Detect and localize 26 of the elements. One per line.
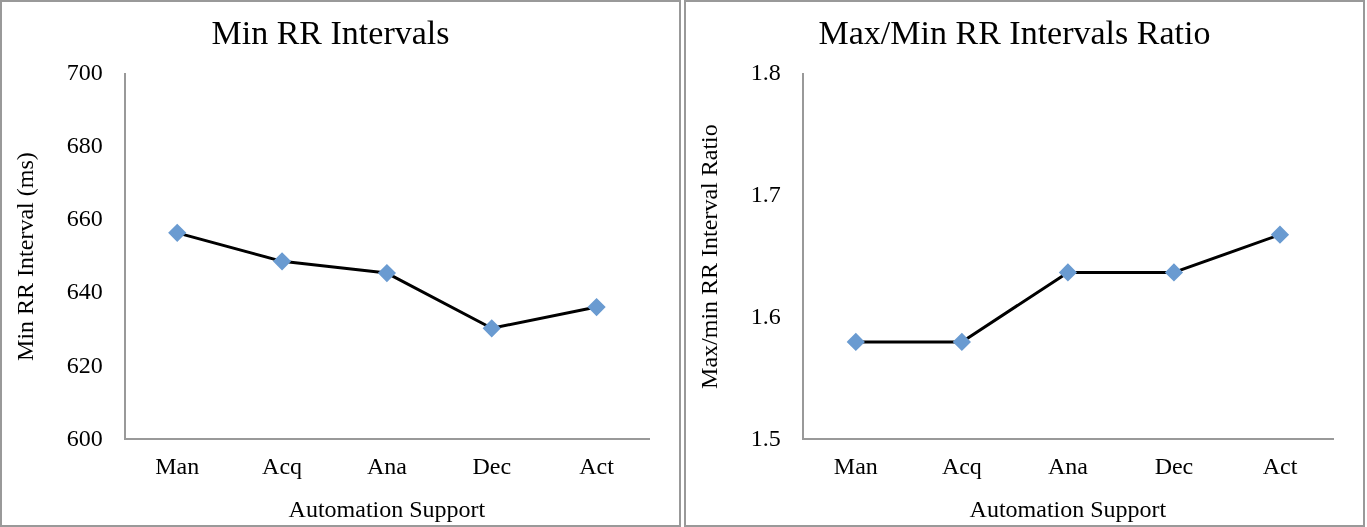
y-tick-label: 1.5 bbox=[750, 424, 781, 451]
x-tick-label: Ana bbox=[1047, 453, 1089, 480]
y-tick-label: 600 bbox=[66, 424, 103, 451]
x-tick-label: Man bbox=[833, 453, 878, 480]
y-tick-label: 640 bbox=[66, 278, 103, 305]
y-tick-label: 680 bbox=[66, 132, 103, 159]
chart-title: Max/Min RR Intervals Ratio bbox=[818, 14, 1211, 52]
x-tick-label: Man bbox=[155, 453, 200, 480]
y-tick-label: 1.6 bbox=[750, 302, 781, 329]
y-axis-title: Max/min RR Interval Ratio bbox=[695, 124, 722, 389]
x-tick-label: Ana bbox=[366, 453, 408, 480]
x-tick-label: Acq bbox=[262, 453, 303, 480]
x-tick-label: Dec bbox=[472, 453, 512, 480]
x-tick-label: Dec bbox=[1154, 453, 1194, 480]
y-tick-label: 1.7 bbox=[750, 180, 781, 207]
x-tick-label: Acq bbox=[941, 453, 982, 480]
x-axis-title: Automation Support bbox=[288, 495, 486, 522]
y-tick-label: 660 bbox=[66, 205, 103, 232]
chart-title: Min RR Intervals bbox=[211, 14, 450, 52]
x-axis-title: Automation Support bbox=[969, 495, 1167, 522]
y-tick-label: 1.8 bbox=[750, 59, 781, 86]
y-axis-title: Min RR Interval (ms) bbox=[11, 152, 38, 361]
x-tick-label: Act bbox=[1262, 453, 1298, 480]
x-tick-label: Act bbox=[579, 453, 615, 480]
y-tick-label: 700 bbox=[66, 59, 103, 86]
y-tick-label: 620 bbox=[66, 351, 103, 378]
